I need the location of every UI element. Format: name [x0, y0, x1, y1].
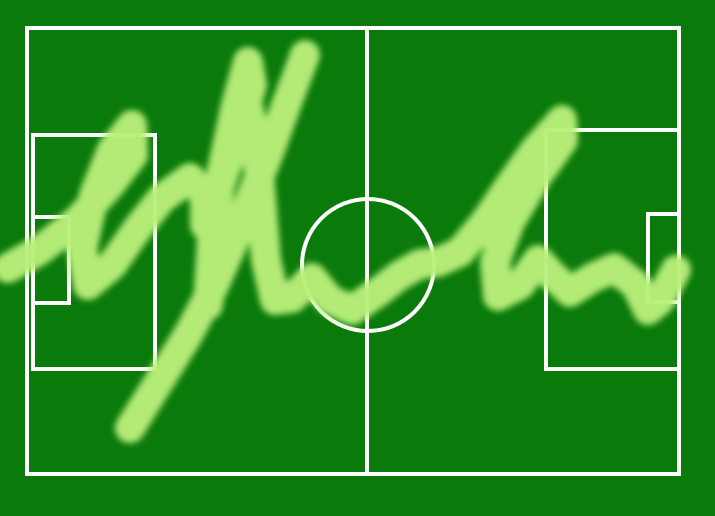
handwritten-scribble [0, 40, 691, 443]
